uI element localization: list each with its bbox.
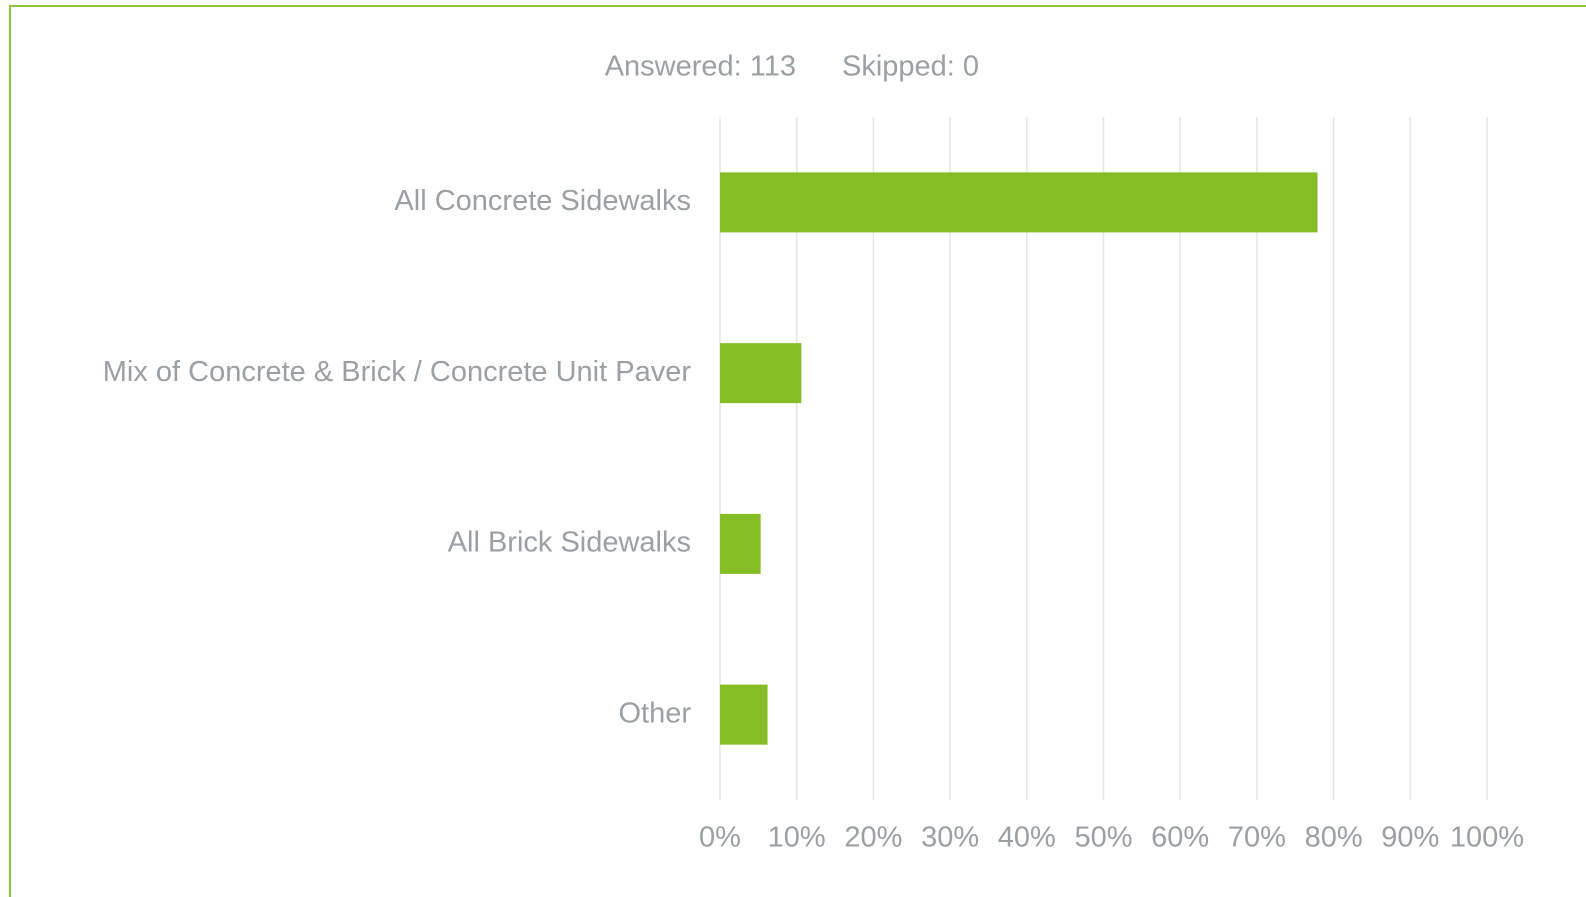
x-tick-label: 80% <box>1305 822 1363 854</box>
bar <box>720 343 802 404</box>
y-tick-label: Other <box>618 697 691 729</box>
x-tick-label: 100% <box>1450 822 1524 854</box>
x-tick-label: 50% <box>1074 822 1132 854</box>
y-tick-label: All Concrete Sidewalks <box>394 185 691 217</box>
y-tick-label: All Brick Sidewalks <box>448 527 691 559</box>
answered-count: Answered: 113 <box>605 51 796 83</box>
x-tick-label: 0% <box>699 822 741 854</box>
bar <box>720 172 1318 233</box>
x-tick-label: 10% <box>768 822 826 854</box>
x-tick-label: 30% <box>921 822 979 854</box>
bar <box>720 684 768 745</box>
bar <box>720 513 761 574</box>
y-tick-label: Mix of Concrete & Brick / Concrete Unit … <box>103 356 692 388</box>
x-tick-label: 70% <box>1228 822 1286 854</box>
x-tick-label: 90% <box>1381 822 1439 854</box>
x-tick-label: 40% <box>998 822 1056 854</box>
frame <box>9 5 1586 897</box>
skipped-count: Skipped: 0 <box>842 51 979 83</box>
x-tick-label: 20% <box>844 822 902 854</box>
x-tick-label: 60% <box>1151 822 1209 854</box>
